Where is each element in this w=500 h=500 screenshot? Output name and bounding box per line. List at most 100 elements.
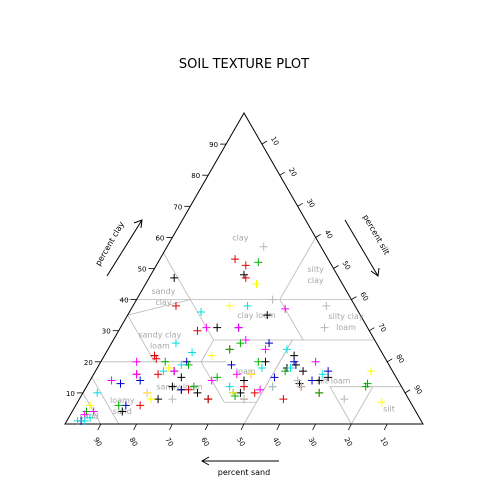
silt-tick-label: 10 — [269, 135, 280, 147]
data-point — [234, 323, 243, 332]
data-point — [281, 367, 290, 376]
data-point — [241, 273, 250, 282]
clay-tick-label: 30 — [102, 328, 111, 336]
data-point — [143, 388, 152, 397]
data-point — [265, 339, 274, 348]
clay-axis-title: percent clay — [94, 220, 127, 268]
sand-tick-mark — [97, 423, 102, 431]
data-point — [107, 376, 116, 385]
data-point — [256, 385, 265, 394]
data-point — [229, 388, 238, 397]
data-point — [177, 385, 186, 394]
silt-tick-mark — [351, 296, 357, 300]
data-point — [168, 395, 177, 404]
region-label-clay: clay — [232, 233, 249, 242]
data-point — [227, 360, 236, 369]
data-point — [257, 364, 266, 373]
sand-tick-mark — [312, 423, 316, 431]
data-point — [340, 395, 349, 404]
data-point — [177, 360, 186, 369]
data-point — [146, 395, 155, 404]
data-point — [225, 345, 234, 354]
data-point — [207, 376, 216, 385]
data-point — [254, 357, 263, 366]
silt-tick-mark — [297, 202, 303, 207]
data-point — [231, 255, 240, 264]
sand-tick-label: 80 — [128, 436, 139, 448]
data-point — [154, 395, 163, 404]
data-point — [281, 304, 290, 313]
clay-direction-arrow — [106, 219, 143, 277]
data-point — [184, 360, 193, 369]
data-point — [250, 388, 259, 397]
data-point — [290, 357, 299, 366]
data-point — [241, 336, 250, 345]
silt-tick-label: 90 — [412, 384, 423, 396]
region-label-clay-loam: clay loam — [237, 311, 276, 320]
data-point — [213, 373, 222, 382]
data-point — [247, 370, 256, 379]
silt-tick-label: 40 — [323, 229, 334, 241]
data-point — [159, 367, 168, 376]
class-boundary-line — [189, 299, 304, 341]
sand-tick-label: 90 — [92, 436, 103, 448]
data-point — [86, 401, 95, 410]
silt-tick-label: 20 — [287, 166, 298, 178]
data-point — [252, 280, 261, 289]
data-point — [286, 364, 295, 373]
data-point — [254, 258, 263, 267]
silt-tick-mark — [404, 389, 411, 394]
data-point — [236, 388, 245, 397]
data-point — [236, 339, 245, 348]
data-point — [324, 367, 333, 376]
data-point — [299, 367, 308, 376]
region-label-silty-clay: clay — [307, 276, 324, 285]
data-point — [261, 357, 270, 366]
silt-tick-label: 50 — [341, 260, 352, 272]
sand-tick-label: 50 — [235, 436, 246, 448]
silt-tick-mark — [333, 265, 339, 269]
data-point — [89, 407, 98, 416]
region-label-silt-loam: silt loam — [316, 376, 350, 385]
sand-arrow-head — [200, 456, 210, 466]
data-point — [268, 295, 277, 304]
region-label-sand: sand — [80, 412, 99, 421]
silt-arrow-head — [370, 267, 380, 277]
data-point — [367, 367, 376, 376]
data-point — [193, 326, 202, 335]
data-point — [297, 382, 306, 391]
sand-tick-label: 20 — [342, 436, 353, 448]
data-point — [282, 345, 291, 354]
data-point — [132, 357, 141, 366]
data-point — [132, 370, 141, 379]
sand-tick-label: 30 — [307, 436, 318, 448]
data-point — [121, 401, 130, 410]
silt-tick-mark — [369, 327, 375, 332]
data-point — [188, 348, 197, 357]
data-point — [322, 301, 331, 310]
data-point — [204, 395, 213, 404]
data-point — [161, 357, 170, 366]
data-point — [259, 242, 268, 251]
sand-tick-label: 40 — [271, 436, 282, 448]
data-point — [213, 323, 222, 332]
data-point — [171, 339, 180, 348]
data-point — [118, 407, 127, 416]
class-boundary-line — [351, 386, 402, 425]
class-boundary-line — [127, 252, 191, 362]
silt-tick-label: 60 — [358, 291, 369, 303]
data-point — [168, 382, 177, 391]
data-point — [270, 373, 279, 382]
data-point — [184, 385, 193, 394]
region-label-sandy-clay-loam: sandy clay — [138, 331, 181, 340]
sand-tick-mark — [204, 423, 209, 431]
data-point — [202, 323, 211, 332]
data-point — [150, 351, 159, 360]
clay-tick-label: 40 — [120, 297, 129, 305]
data-point — [243, 301, 252, 310]
data-point — [207, 351, 216, 360]
silt-tick-label: 30 — [305, 197, 316, 209]
clay-tick-label: 80 — [191, 172, 200, 180]
data-point — [136, 376, 145, 385]
